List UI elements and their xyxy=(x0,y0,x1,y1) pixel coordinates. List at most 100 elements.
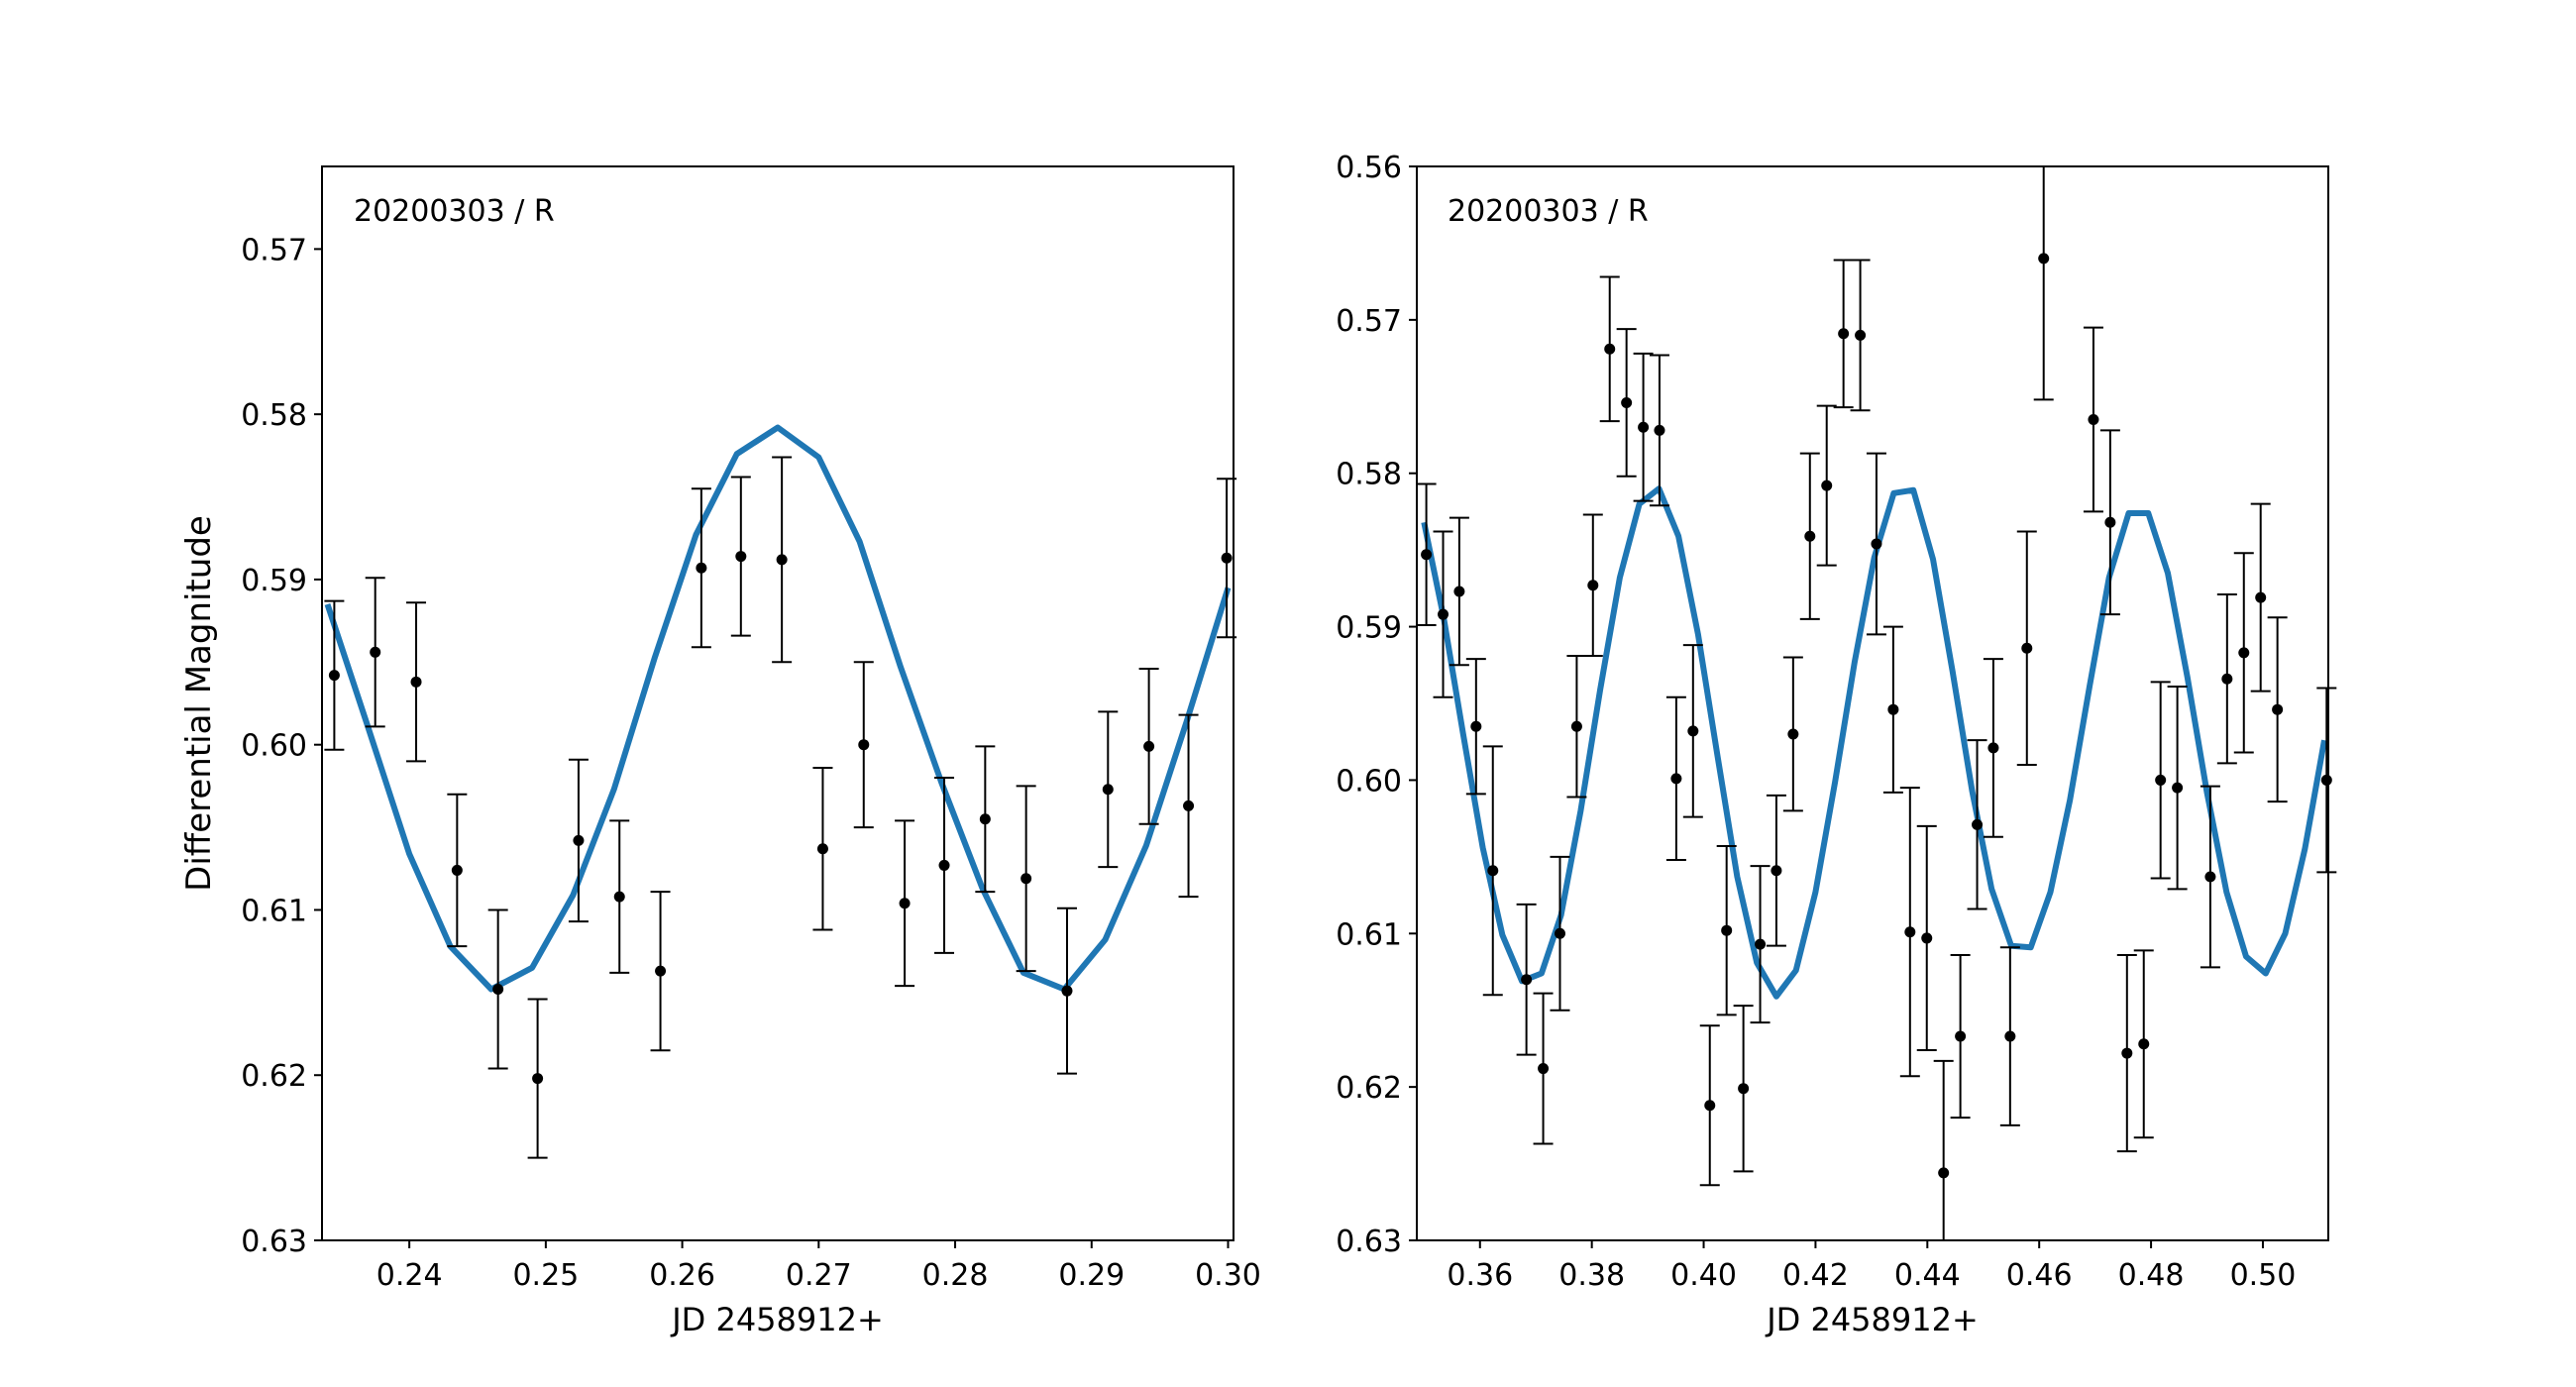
right-fit-curve xyxy=(1421,485,2327,1000)
right-data-point xyxy=(1766,794,1786,947)
data-marker xyxy=(1587,580,1599,591)
data-marker xyxy=(1621,396,1633,408)
left-fit-curve xyxy=(324,424,1232,993)
left-x-tick-label: 0.24 xyxy=(376,1258,443,1293)
data-marker xyxy=(1972,818,1984,830)
data-marker xyxy=(1855,329,1867,341)
right-data-point xyxy=(1716,845,1737,1016)
data-marker xyxy=(1804,530,1816,542)
data-marker xyxy=(1554,927,1565,939)
right-data-point xyxy=(2316,687,2337,874)
data-marker xyxy=(2104,516,2116,528)
data-marker xyxy=(1787,728,1799,740)
data-marker xyxy=(1904,926,1916,938)
data-marker xyxy=(1755,938,1767,950)
data-marker xyxy=(938,859,950,871)
right-y-tick-label: 0.62 xyxy=(1336,1071,1402,1106)
right-data-point xyxy=(1983,658,2003,838)
right-x-tick-label: 0.48 xyxy=(2118,1258,2185,1293)
left-panel: 0.24 0.25 0.26 0.27 0.28 0.29 0.30 0.57 0.58 0.59… xyxy=(179,165,1261,1338)
data-marker xyxy=(1955,1030,1967,1042)
right-y-tick-label: 0.58 xyxy=(1336,458,1402,492)
right-data-point xyxy=(1850,259,1871,412)
left-x-tick-label: 0.25 xyxy=(512,1258,579,1293)
left-data-point xyxy=(1098,710,1119,869)
data-marker xyxy=(573,834,585,846)
left-data-point xyxy=(406,601,427,763)
data-marker xyxy=(2138,1038,2150,1050)
data-marker xyxy=(1838,328,1850,340)
data-marker xyxy=(1654,424,1665,436)
data-marker xyxy=(2320,774,2332,786)
right-data-point xyxy=(2200,785,2220,969)
right-data-point xyxy=(2150,681,2171,880)
right-data-point xyxy=(1782,656,1803,812)
left-data-point xyxy=(650,891,671,1052)
right-data-point xyxy=(1533,992,1554,1145)
right-data-point xyxy=(1699,1024,1720,1187)
data-marker xyxy=(1738,1083,1750,1095)
data-marker xyxy=(735,551,747,563)
right-data-point xyxy=(1682,644,1703,818)
right-data-point xyxy=(2250,502,2271,693)
data-marker xyxy=(1887,703,1899,715)
left-data-point xyxy=(447,793,468,948)
right-data-point xyxy=(1866,452,1886,636)
left-y-tick-label: 0.61 xyxy=(241,894,307,928)
data-marker xyxy=(655,965,667,977)
right-data-point xyxy=(1633,352,1654,502)
data-marker xyxy=(2221,673,2233,685)
left-data-point xyxy=(527,998,548,1159)
right-data-point xyxy=(1916,824,1937,1051)
right-data-point xyxy=(1465,658,1486,796)
left-data-point xyxy=(1056,907,1077,1075)
data-marker xyxy=(1421,549,1433,561)
left-data-point xyxy=(853,661,874,829)
left-data-point xyxy=(934,777,955,954)
left-y-tick-label: 0.60 xyxy=(241,729,307,764)
right-x-tick-label: 0.40 xyxy=(1670,1258,1737,1293)
right-x-tick-label: 0.44 xyxy=(1894,1258,1961,1293)
data-marker xyxy=(1570,720,1582,732)
data-marker xyxy=(492,984,504,996)
right-y-tick-label: 0.61 xyxy=(1336,917,1402,952)
right-data-point xyxy=(1833,259,1854,409)
data-marker xyxy=(1538,1063,1550,1075)
left-data-point xyxy=(895,819,915,988)
data-marker xyxy=(1938,1167,1950,1179)
right-data-point xyxy=(2267,616,2288,803)
right-x-tick-label: 0.36 xyxy=(1447,1258,1513,1293)
right-x-tick-label: 0.46 xyxy=(2006,1258,2073,1293)
right-data-point xyxy=(1599,275,1620,423)
right-y-tick-label: 0.57 xyxy=(1336,304,1402,339)
right-data-point xyxy=(1433,530,1453,698)
left-data-point xyxy=(487,908,508,1070)
data-marker xyxy=(1438,608,1449,620)
left-x-tick-label: 0.30 xyxy=(1195,1258,1261,1293)
right-data-point xyxy=(2133,949,2154,1139)
left-points-layer xyxy=(324,456,1237,1159)
right-panel: 0.36 0.38 0.40 0.42 0.44 0.46 0.48 0.50 0.56 0.57… xyxy=(1336,151,2337,1338)
data-marker xyxy=(328,670,340,682)
data-marker xyxy=(2004,1030,2016,1042)
right-data-point xyxy=(1799,452,1820,620)
right-data-point xyxy=(1999,946,2020,1126)
data-marker xyxy=(532,1073,544,1085)
data-marker xyxy=(370,646,381,658)
data-marker xyxy=(1020,873,1032,885)
data-marker xyxy=(1638,421,1650,433)
data-marker xyxy=(2021,642,2033,654)
right-data-point xyxy=(1750,865,1771,1024)
right-data-point xyxy=(2033,166,2054,401)
data-marker xyxy=(1221,552,1233,564)
right-data-point xyxy=(1616,328,1637,478)
data-marker xyxy=(1143,740,1155,752)
left-x-tick-label: 0.27 xyxy=(786,1258,852,1293)
data-marker xyxy=(1670,773,1682,785)
left-annotation: 20200303 / R xyxy=(354,194,555,229)
data-marker xyxy=(1704,1100,1716,1112)
right-points-layer xyxy=(1416,166,2337,1240)
left-x-axis-label: JD 2458912+ xyxy=(670,1301,884,1338)
data-marker xyxy=(2272,703,2284,715)
left-data-point xyxy=(1138,667,1159,825)
